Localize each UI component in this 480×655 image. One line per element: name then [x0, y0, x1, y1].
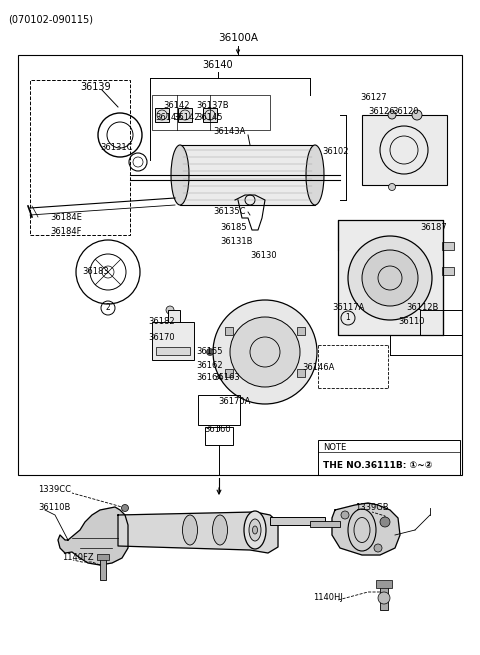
Bar [180, 145, 315, 205]
Text: 36155: 36155 [196, 348, 223, 356]
Bar [376, 580, 392, 588]
Text: 36163: 36163 [213, 373, 240, 383]
Polygon shape [332, 503, 400, 555]
Text: 36182: 36182 [148, 318, 175, 326]
Text: NOTE: NOTE [323, 443, 346, 451]
Text: 36100A: 36100A [218, 33, 258, 43]
Ellipse shape [244, 511, 266, 549]
Text: 36131B: 36131B [220, 238, 252, 246]
Text: 36140: 36140 [203, 60, 233, 70]
Bar [442, 242, 454, 250]
Circle shape [206, 348, 214, 356]
Bar [203, 108, 217, 122]
Text: 36170A: 36170A [218, 398, 251, 407]
Text: 36110B: 36110B [38, 504, 71, 512]
Text: 1140HJ: 1140HJ [313, 593, 343, 603]
Ellipse shape [306, 145, 324, 205]
Bar [18, 55, 462, 475]
Text: 36131C: 36131C [100, 143, 132, 153]
Circle shape [412, 110, 422, 120]
Text: 36185: 36185 [220, 223, 247, 233]
Text: 36184E: 36184E [50, 214, 82, 223]
Ellipse shape [182, 515, 197, 545]
Ellipse shape [252, 526, 257, 534]
Text: 36143A: 36143A [213, 128, 245, 136]
Text: 36146A: 36146A [302, 364, 335, 373]
Text: 36120: 36120 [392, 107, 419, 117]
Bar [270, 517, 325, 525]
Bar [338, 220, 443, 335]
Circle shape [374, 544, 382, 552]
Bar [97, 554, 109, 560]
Text: 1: 1 [346, 314, 350, 322]
Ellipse shape [249, 519, 261, 541]
Text: 36183: 36183 [82, 267, 109, 276]
Bar [100, 555, 106, 580]
Bar [155, 108, 169, 122]
Bar [298, 369, 305, 377]
Text: 36126: 36126 [368, 107, 395, 117]
Text: 36135C: 36135C [213, 208, 245, 217]
Text: 36170: 36170 [148, 333, 175, 343]
Circle shape [213, 300, 317, 404]
Bar [178, 108, 192, 122]
Circle shape [388, 183, 396, 191]
Bar [318, 440, 460, 475]
Text: 36160: 36160 [204, 426, 231, 434]
Circle shape [378, 592, 390, 604]
Bar [442, 267, 454, 275]
Bar [205, 427, 233, 445]
Text: (070102-090115): (070102-090115) [8, 14, 93, 24]
Bar [298, 327, 305, 335]
Text: 36184F: 36184F [50, 227, 82, 236]
Bar [362, 115, 447, 185]
Circle shape [166, 306, 174, 314]
Text: 2: 2 [106, 303, 110, 312]
Bar [310, 521, 340, 527]
Text: 36145: 36145 [196, 113, 223, 122]
Circle shape [121, 504, 129, 512]
Bar [380, 582, 388, 610]
Text: 36142: 36142 [163, 100, 190, 109]
Text: 1339GB: 1339GB [355, 504, 389, 512]
Text: 36164: 36164 [196, 373, 223, 383]
Circle shape [388, 111, 396, 119]
Text: 36112B: 36112B [406, 303, 438, 312]
Text: 36162: 36162 [196, 360, 223, 369]
Bar [168, 310, 180, 340]
Polygon shape [58, 507, 128, 565]
Text: 36117A: 36117A [332, 303, 364, 312]
Bar [152, 95, 270, 130]
Text: 36142: 36142 [155, 113, 181, 122]
Text: 1339CC: 1339CC [38, 485, 71, 495]
Circle shape [230, 317, 300, 387]
Text: 1140FZ: 1140FZ [62, 553, 94, 563]
Bar [198, 395, 240, 425]
Bar [152, 322, 194, 360]
Text: 36139: 36139 [80, 82, 110, 92]
Text: 36137B: 36137B [196, 100, 228, 109]
Text: 36102: 36102 [322, 147, 348, 157]
Circle shape [348, 236, 432, 320]
Circle shape [362, 250, 418, 306]
Text: 36127: 36127 [360, 94, 386, 102]
Text: 36130: 36130 [250, 250, 276, 259]
Circle shape [341, 511, 349, 519]
Text: 36187: 36187 [420, 223, 447, 233]
Bar [225, 369, 233, 377]
Polygon shape [118, 512, 278, 553]
Bar [225, 327, 233, 335]
Bar [156, 347, 190, 355]
Ellipse shape [171, 145, 189, 205]
Text: 36110: 36110 [398, 318, 424, 326]
Ellipse shape [213, 515, 228, 545]
Bar [30, 80, 130, 235]
Text: THE NO.36111B: ①~②: THE NO.36111B: ①~② [323, 460, 432, 470]
Text: 36142: 36142 [173, 113, 200, 122]
Circle shape [380, 517, 390, 527]
